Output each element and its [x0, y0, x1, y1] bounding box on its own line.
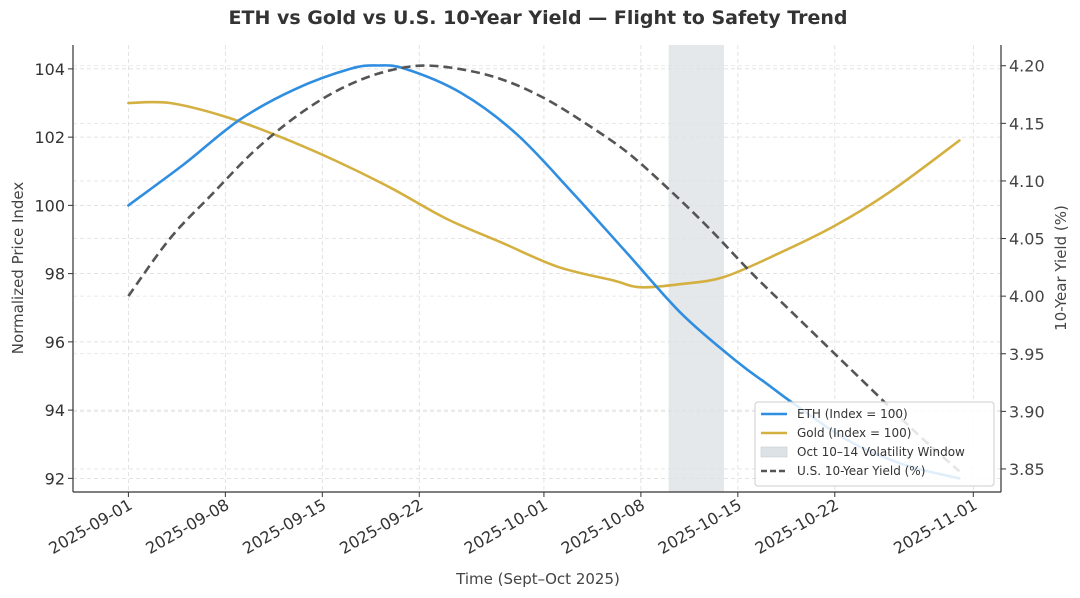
- x-tick-label: 2025-10-15: [655, 495, 745, 558]
- x-tick-label: 2025-10-22: [752, 495, 842, 558]
- y2-tick-label: 4.10: [1009, 172, 1045, 191]
- x-tick-label: 2025-09-08: [142, 495, 232, 558]
- legend-box: [754, 401, 995, 487]
- y2-tick-label: 3.95: [1009, 345, 1045, 364]
- y-tick-label: 104: [34, 60, 65, 79]
- y2-tick-label: 4.15: [1009, 114, 1045, 133]
- x-tick-label: 2025-10-01: [461, 495, 551, 558]
- y2-tick-label: 3.90: [1009, 402, 1045, 421]
- y2-tick-label: 4.00: [1009, 287, 1045, 306]
- y-tick-label: 94: [45, 401, 65, 420]
- y-tick-label: 96: [45, 333, 65, 352]
- legend-label: U.S. 10-Year Yield (%): [797, 464, 925, 478]
- y-tick-label: 102: [34, 128, 65, 147]
- legend: ETH (Index = 100) Gold (Index = 100) Oct 1…: [754, 401, 995, 487]
- y2-tick-label: 4.20: [1009, 57, 1045, 76]
- y-axis-label: Normalized Price Index: [9, 182, 27, 355]
- chart-title: ETH vs Gold vs U.S. 10-Year Yield — Flig…: [229, 7, 848, 29]
- axes-layer: [72, 45, 1002, 493]
- legend-label: Oct 10–14 Volatility Window: [797, 445, 965, 459]
- x-tick-label: 2025-10-08: [558, 495, 648, 558]
- y-tick-label: 98: [45, 265, 65, 284]
- y-tick-label: 100: [34, 196, 65, 215]
- volatility-window: [668, 45, 724, 492]
- x-tick-label: 2025-09-01: [45, 495, 135, 558]
- y2-tick-label: 3.85: [1009, 460, 1045, 479]
- y-tick-label: 92: [45, 469, 65, 488]
- x-tick-label: 2025-09-22: [336, 495, 426, 558]
- y2-axis-label: 10-Year Yield (%): [1052, 205, 1070, 331]
- x-axis-label: Time (Sept–Oct 2025): [455, 570, 620, 588]
- legend-swatch: [760, 446, 788, 458]
- x-tick-label: 2025-11-01: [890, 495, 980, 558]
- y2-tick-label: 4.05: [1009, 230, 1045, 249]
- series-line-gold-index-100: [127, 100, 961, 289]
- legend-label: Gold (Index = 100): [797, 426, 911, 440]
- series-line-u-s-10-year-yield: [127, 64, 961, 473]
- highlight-layer: [668, 45, 724, 492]
- x-tick-label: 2025-09-15: [239, 495, 329, 558]
- legend-label: ETH (Index = 100): [797, 407, 908, 421]
